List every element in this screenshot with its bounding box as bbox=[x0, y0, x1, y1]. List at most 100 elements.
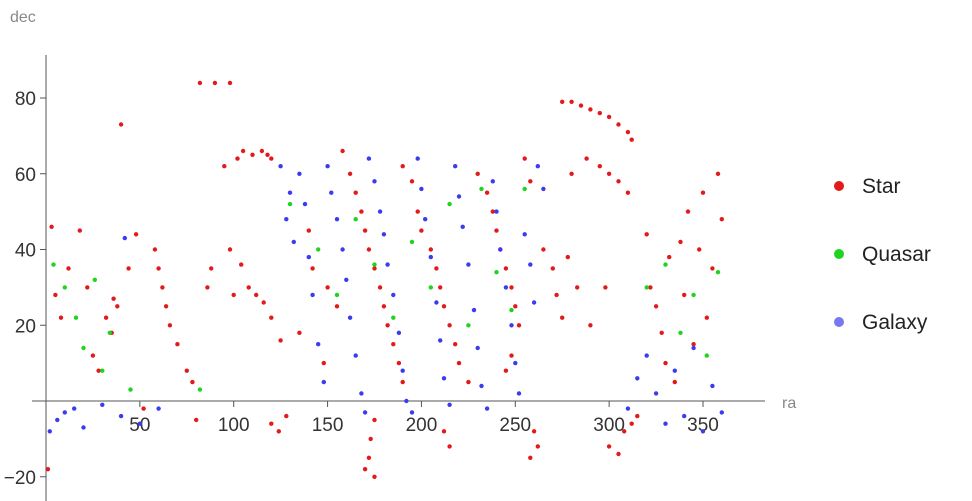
galaxy-point-35 bbox=[396, 330, 402, 335]
star-point-41 bbox=[246, 285, 251, 290]
galaxy-point-29 bbox=[366, 156, 372, 161]
star-point-33 bbox=[235, 156, 240, 161]
galaxy-point-21 bbox=[329, 190, 334, 195]
star-point-21 bbox=[167, 323, 173, 328]
star-point-79 bbox=[438, 285, 443, 290]
galaxy-point-4 bbox=[81, 425, 86, 430]
quasar-point-25 bbox=[678, 330, 683, 335]
quasar-point-0 bbox=[51, 262, 56, 267]
star-point-64 bbox=[385, 323, 390, 328]
star-point-132 bbox=[648, 285, 653, 290]
quasar-point-5 bbox=[100, 368, 105, 373]
star-point-42 bbox=[254, 292, 259, 298]
star-point-133 bbox=[653, 304, 659, 309]
galaxy-point-40 bbox=[419, 186, 424, 192]
x-axis-title: ra bbox=[782, 395, 796, 412]
quasar-point-28 bbox=[715, 270, 721, 275]
legend-label-star: Star bbox=[862, 175, 901, 198]
quasar-point-6 bbox=[107, 330, 113, 335]
star-point-26 bbox=[197, 80, 203, 86]
star-point-86 bbox=[447, 444, 452, 449]
axis-ticks bbox=[40, 97, 704, 478]
y-tick-label-40: 40 bbox=[15, 241, 36, 262]
quasar-point-8 bbox=[197, 387, 203, 392]
star-point-56 bbox=[347, 171, 353, 176]
star-point-8 bbox=[96, 368, 101, 373]
galaxy-point-33 bbox=[385, 262, 390, 267]
star-point-71 bbox=[362, 467, 368, 472]
star-point-112 bbox=[597, 164, 602, 169]
star-point-84 bbox=[466, 379, 471, 385]
star-point-103 bbox=[541, 247, 546, 252]
star-point-78 bbox=[434, 266, 439, 271]
galaxy-point-77 bbox=[719, 410, 724, 415]
star-point-96 bbox=[509, 353, 514, 358]
star-point-143 bbox=[700, 190, 706, 195]
star-point-83 bbox=[456, 360, 462, 366]
galaxy-point-70 bbox=[653, 391, 659, 396]
quasar-point-17 bbox=[447, 201, 452, 207]
quasar-point-3 bbox=[81, 345, 86, 351]
star-point-5 bbox=[77, 228, 83, 233]
star-point-25 bbox=[194, 417, 199, 423]
star-point-107 bbox=[565, 254, 570, 260]
star-point-141 bbox=[691, 342, 696, 347]
star-point-145 bbox=[710, 266, 715, 271]
star-point-48 bbox=[284, 413, 289, 419]
star-point-109 bbox=[575, 285, 580, 290]
star-point-65 bbox=[391, 342, 396, 347]
y-tick-label-20: 20 bbox=[15, 316, 36, 337]
legend-marker-star bbox=[834, 181, 844, 191]
star-point-142 bbox=[697, 247, 702, 252]
galaxy-point-61 bbox=[516, 391, 522, 396]
galaxy-point-14 bbox=[297, 171, 302, 176]
galaxy-point-47 bbox=[453, 164, 458, 169]
series-star bbox=[45, 80, 724, 479]
star-point-0 bbox=[45, 467, 51, 472]
star-point-123 bbox=[616, 122, 621, 127]
galaxy-point-30 bbox=[372, 179, 377, 184]
galaxy-point-7 bbox=[137, 421, 143, 426]
quasar-point-14 bbox=[391, 315, 396, 320]
legend-label-galaxy: Galaxy bbox=[862, 311, 928, 334]
star-point-35 bbox=[250, 152, 255, 157]
star-point-2 bbox=[53, 292, 58, 298]
star-point-116 bbox=[625, 190, 631, 195]
quasar-point-27 bbox=[704, 353, 709, 358]
galaxy-point-67 bbox=[625, 406, 631, 411]
galaxy-point-75 bbox=[700, 429, 706, 434]
galaxy-point-60 bbox=[513, 360, 518, 366]
star-point-100 bbox=[531, 429, 537, 434]
star-point-129 bbox=[629, 421, 634, 426]
star-point-117 bbox=[560, 99, 565, 105]
star-point-60 bbox=[366, 247, 372, 252]
star-point-47 bbox=[276, 429, 281, 434]
galaxy-point-42 bbox=[428, 254, 433, 260]
y-axis-title: dec bbox=[10, 9, 36, 26]
star-point-98 bbox=[522, 156, 527, 161]
x-tick-label-250: 250 bbox=[499, 415, 531, 436]
star-point-53 bbox=[325, 285, 330, 290]
star-point-50 bbox=[306, 228, 311, 233]
star-point-69 bbox=[368, 436, 373, 442]
galaxy-point-59 bbox=[509, 323, 514, 328]
star-point-30 bbox=[222, 164, 227, 169]
galaxy-point-10 bbox=[278, 164, 283, 169]
quasar-point-24 bbox=[663, 262, 668, 267]
galaxy-point-66 bbox=[541, 186, 546, 192]
star-point-1 bbox=[49, 224, 54, 229]
star-point-63 bbox=[381, 304, 387, 309]
star-point-95 bbox=[516, 323, 522, 328]
galaxy-point-6 bbox=[118, 413, 124, 419]
galaxy-point-52 bbox=[475, 345, 480, 351]
galaxy-point-64 bbox=[531, 300, 537, 305]
galaxy-point-54 bbox=[484, 406, 490, 411]
galaxy-point-28 bbox=[362, 410, 368, 415]
star-point-147 bbox=[719, 217, 724, 222]
star-point-89 bbox=[490, 209, 495, 214]
star-point-18 bbox=[156, 266, 161, 271]
star-point-85 bbox=[441, 429, 447, 434]
quasar-point-4 bbox=[92, 277, 98, 282]
star-point-24 bbox=[190, 379, 195, 385]
star-point-52 bbox=[321, 360, 326, 366]
